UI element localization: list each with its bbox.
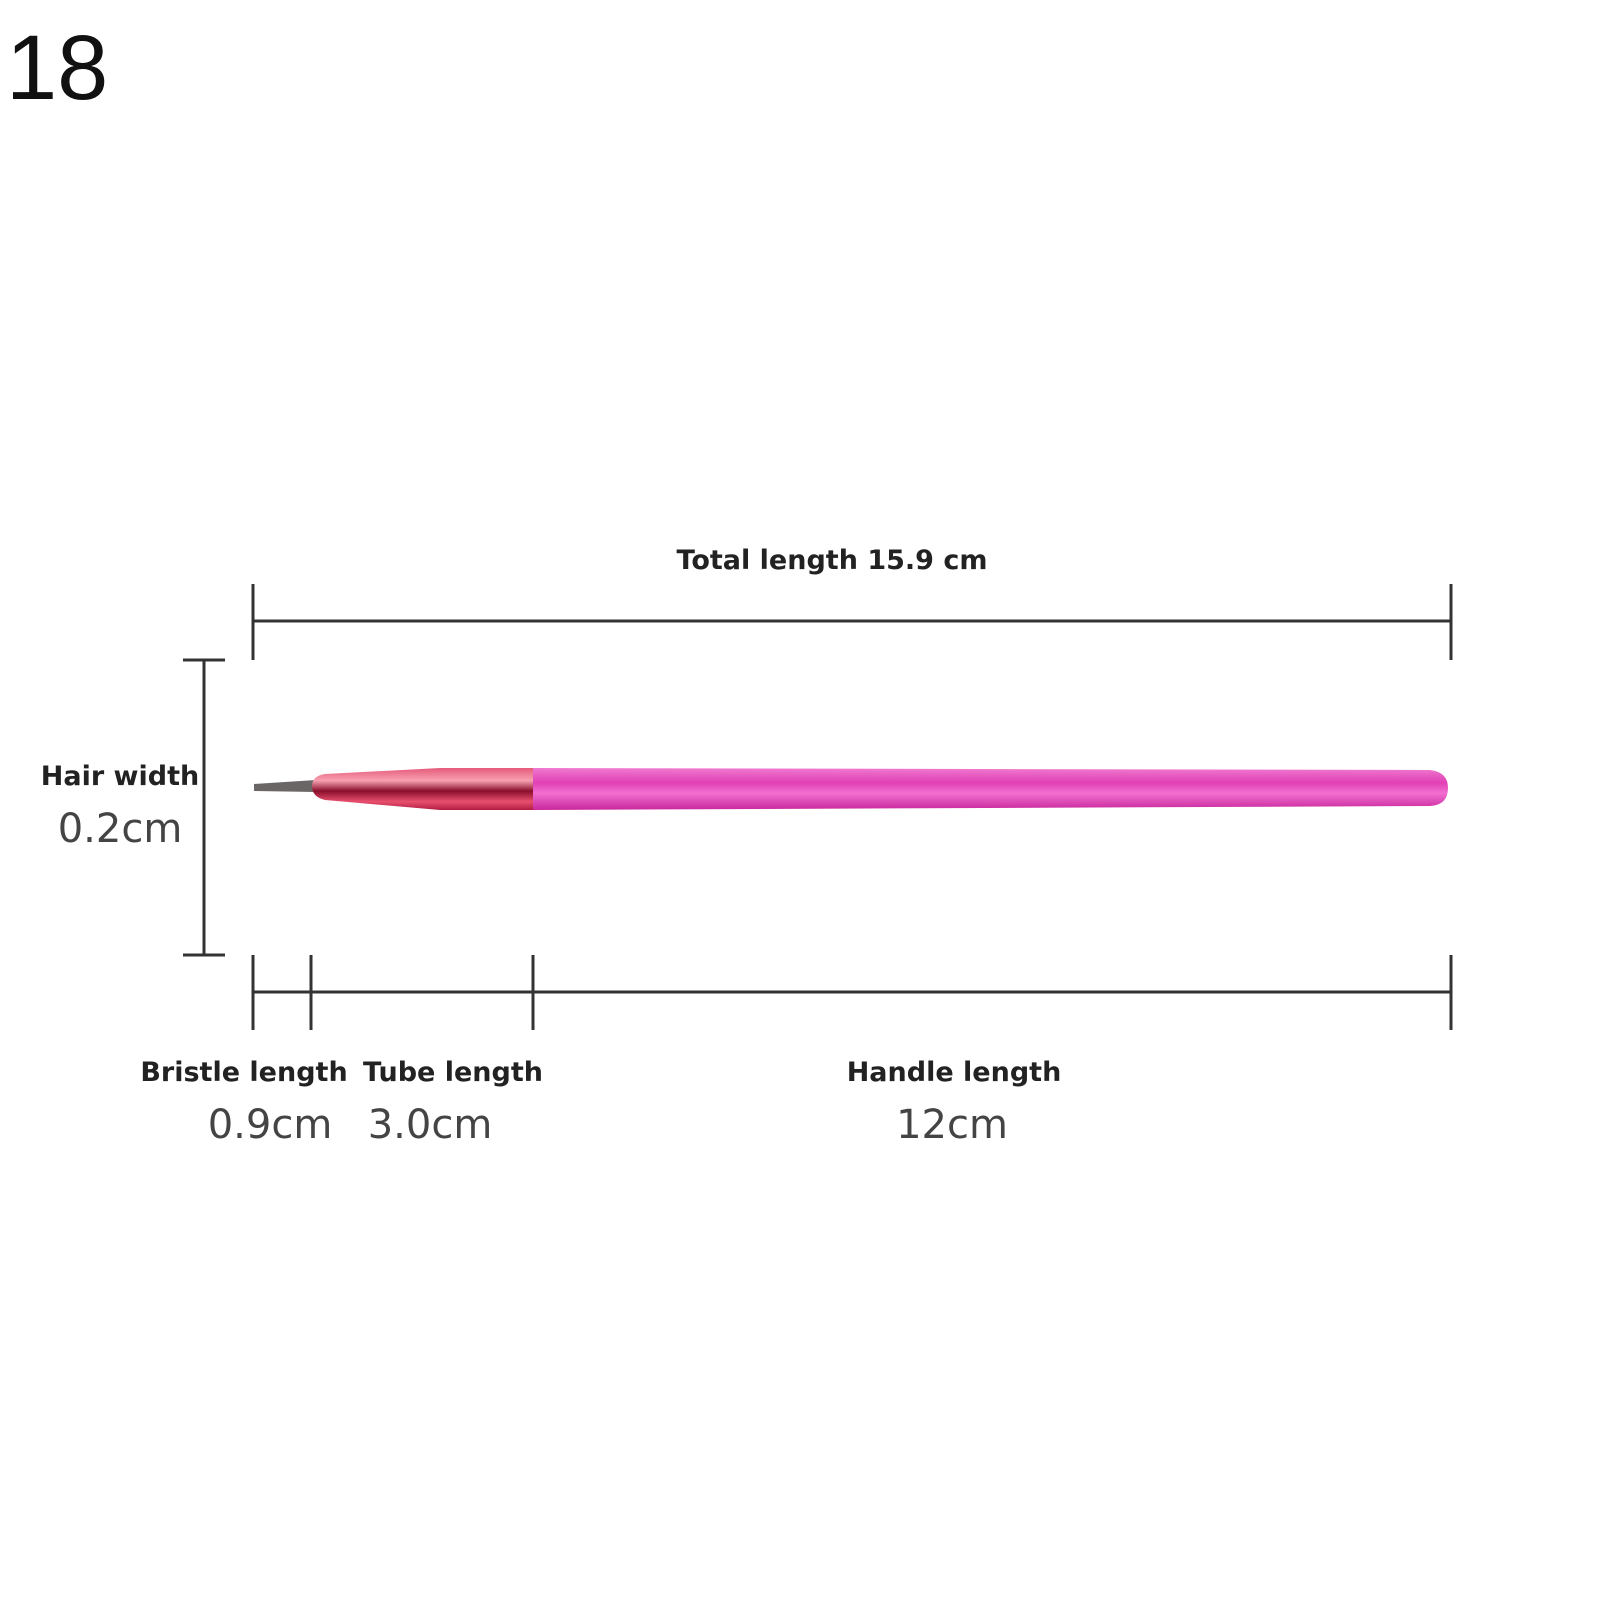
bristle-length-label: Bristle length xyxy=(140,1057,348,1088)
tube-length-label: Tube length xyxy=(363,1057,543,1088)
image-number: 18 xyxy=(6,17,109,119)
total-length-dimension-line xyxy=(251,584,1453,660)
tube-length-value: 3.0cm xyxy=(367,1102,493,1148)
hair-width-label: Hair width xyxy=(40,761,200,792)
hair-width-value: 0.2cm xyxy=(57,806,183,852)
segment-dimension-line xyxy=(251,955,1453,1030)
handle-length-value: 12cm xyxy=(896,1102,1008,1148)
brush-handle xyxy=(533,768,1448,810)
brush-ferrule xyxy=(312,768,533,810)
handle-length-label: Handle length xyxy=(846,1057,1062,1088)
hair-width-dimension-line xyxy=(183,658,225,957)
brush-bristle xyxy=(254,780,316,792)
bristle-length-value: 0.9cm xyxy=(207,1102,333,1148)
total-length-label: Total length 15.9 cm xyxy=(676,545,988,576)
brush-illustration xyxy=(254,768,1448,810)
